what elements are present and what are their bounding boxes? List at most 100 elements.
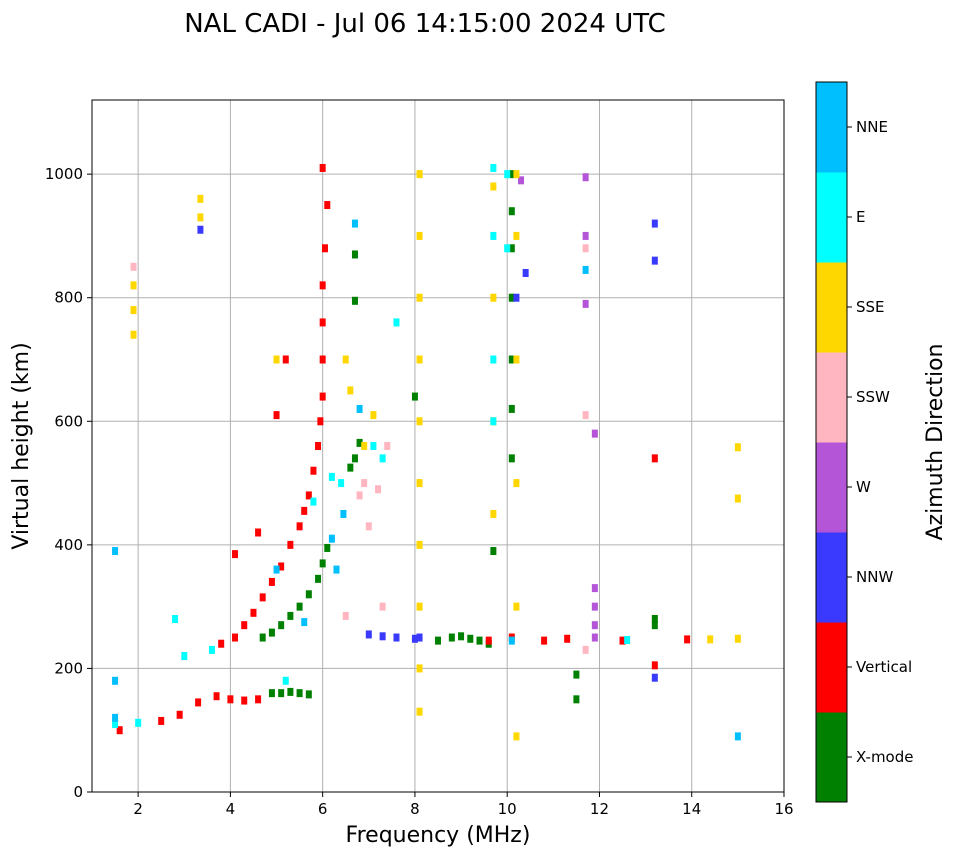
data-point [315,442,322,450]
data-point [582,244,589,253]
data-point [287,611,294,620]
data-point [317,417,324,426]
series-nnw [197,219,658,682]
data-point [328,472,335,481]
x-tick-label: 4 [226,800,236,818]
x-axis-label: Frequency (MHz) [346,823,531,848]
x-tick-label: 10 [498,800,517,818]
data-point [250,608,257,617]
data-point [707,635,714,644]
data-point [319,281,326,290]
data-point [278,562,285,571]
data-point [513,355,520,364]
data-point [273,355,280,364]
y-tick-label: 600 [54,412,83,430]
colorbar-frame [815,81,848,803]
data-point [342,355,349,364]
data-point [490,293,497,302]
data-point [324,543,331,552]
colorbar: X-mode Vertical NNW W SSW SSE E NNE [816,82,913,803]
data-point [213,692,220,701]
data-point [296,602,303,611]
colorbar-swatch [816,712,847,803]
data-points [112,163,741,741]
data-point [416,707,423,716]
data-point [416,417,423,426]
data-point [513,479,520,488]
data-point [319,355,326,364]
data-point [268,628,275,637]
data-point [342,611,349,620]
data-point [370,411,377,420]
data-point [282,355,289,364]
y-tick-label: 0 [73,783,83,801]
data-point [333,565,340,574]
data-point [365,522,372,531]
y-axis-label: Virtual height (km) [9,342,34,549]
data-point [197,194,204,203]
data-point [651,454,658,463]
data-point [255,695,262,704]
data-point [112,713,119,722]
data-point [591,621,598,630]
series-ssw [130,244,589,654]
data-point [268,577,275,586]
data-point [591,584,598,593]
data-point [324,201,331,210]
data-point [112,676,119,685]
data-point [351,250,358,259]
data-point [135,718,142,727]
colorbar-swatch [816,82,847,173]
data-point [282,676,289,685]
y-tick-label: 400 [54,536,83,554]
data-point [734,634,741,643]
data-point [416,664,423,673]
data-point [356,404,363,413]
data-point [435,636,441,645]
data-point [582,299,589,308]
y-tick-label: 200 [54,659,83,677]
data-point [448,633,455,642]
data-point [564,634,571,643]
data-point [582,265,589,274]
data-point [356,491,363,500]
data-point [416,355,423,364]
data-point [508,170,515,179]
data-point [651,661,658,670]
data-point [504,170,511,179]
data-point [340,509,347,518]
data-point [305,690,312,699]
data-point [351,454,358,463]
data-point [490,355,497,364]
colorbar-tick-label: SSE [856,298,885,316]
data-point [310,497,317,506]
data-point [116,726,123,735]
data-point [112,547,119,556]
data-point [351,219,358,228]
data-point [651,621,658,630]
data-point [416,170,423,179]
data-point [508,404,515,413]
colorbar-swatch [816,352,847,443]
data-point [490,182,497,191]
data-point [241,696,248,705]
colorbar-tick-label: Vertical [856,658,912,676]
data-point [651,615,658,623]
data-point [651,256,658,265]
x-tick-label: 14 [682,800,701,818]
data-point [130,306,137,315]
data-point [321,244,328,253]
data-point [305,590,312,599]
data-point [582,231,589,240]
colorbar-swatch [816,172,847,263]
y-axis-ticks: 0 200 400 600 800 1000 [45,165,92,801]
series-nne [112,219,741,741]
colorbar-swatch [816,262,847,353]
data-point [232,550,239,559]
data-point [490,509,497,518]
data-point [296,689,303,698]
data-point [172,615,179,623]
colorbar-tick-label: X-mode [856,748,913,766]
data-point [232,633,239,642]
colorbar-tick-label: NNE [856,118,888,136]
